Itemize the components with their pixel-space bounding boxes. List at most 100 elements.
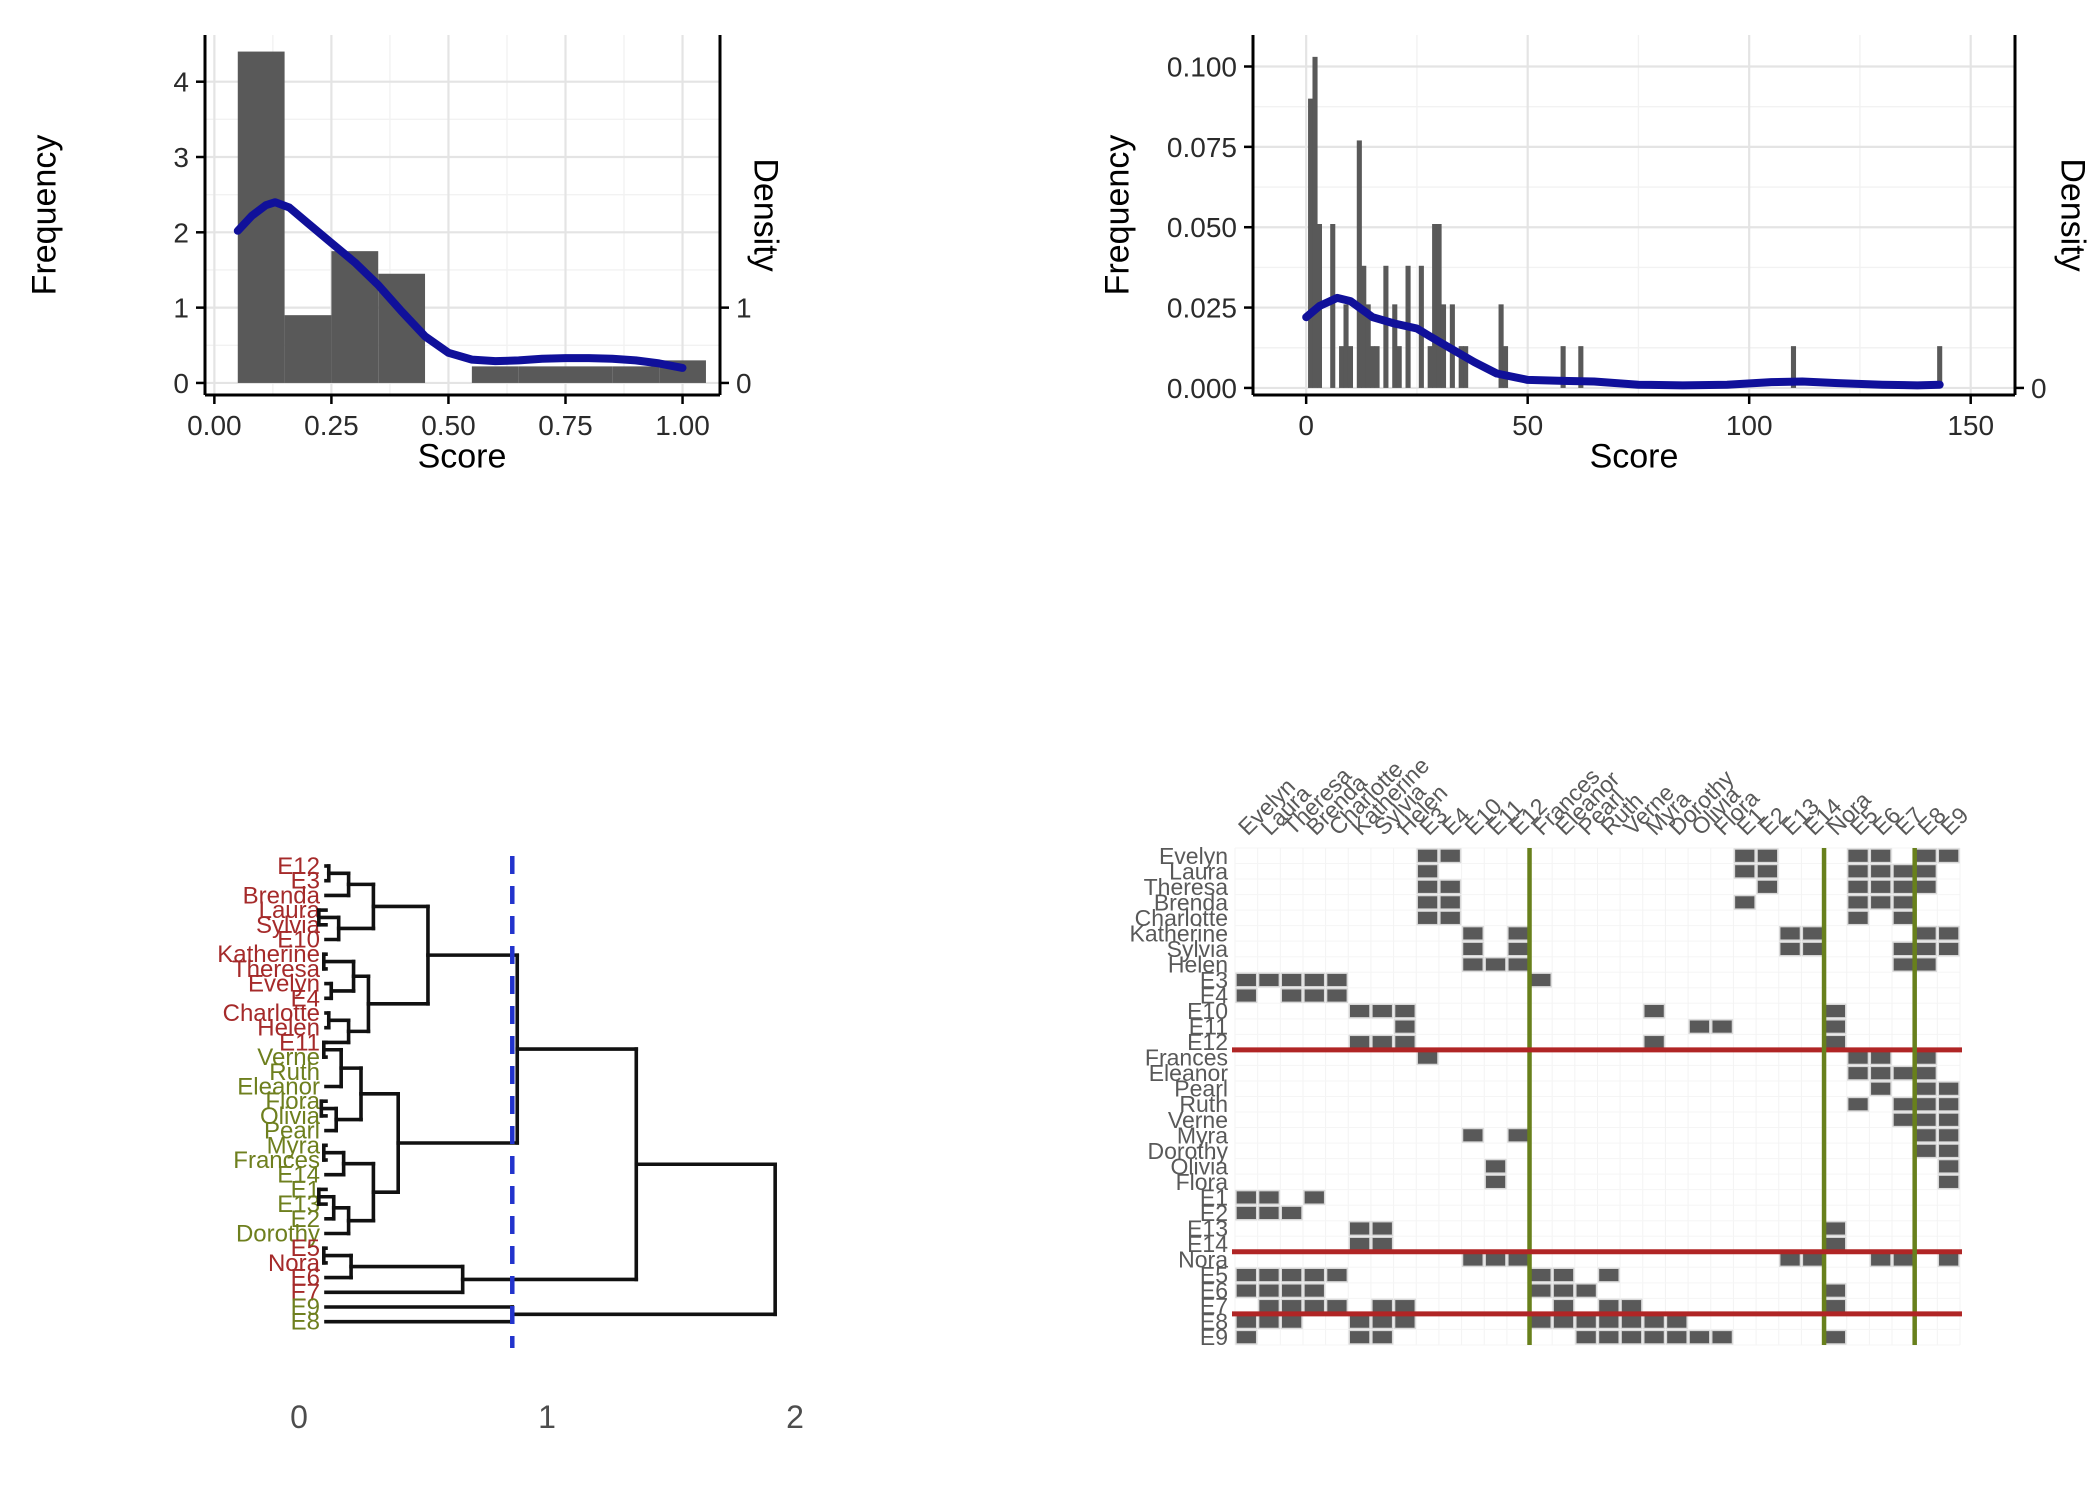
y-axis-title-density-right-plot: Density (2053, 158, 2092, 272)
svg-text:Helen: Helen (257, 1015, 320, 1042)
svg-text:Brenda: Brenda (243, 882, 321, 909)
svg-text:Theresa: Theresa (1144, 874, 1229, 900)
svg-text:Evelyn: Evelyn (1159, 843, 1228, 869)
svg-text:E9: E9 (291, 1294, 320, 1321)
y-axis-title-density-left-plot: Density (746, 158, 785, 272)
svg-text:Helen: Helen (1168, 951, 1228, 977)
svg-text:Charlotte: Charlotte (1135, 905, 1228, 931)
svg-text:E1: E1 (1200, 1184, 1228, 1210)
svg-text:0: 0 (173, 368, 189, 399)
svg-text:100: 100 (1726, 410, 1773, 441)
svg-text:0.25: 0.25 (304, 410, 359, 441)
svg-text:E4: E4 (1200, 983, 1228, 1009)
svg-text:Pearl: Pearl (1174, 1076, 1228, 1102)
svg-text:0.025: 0.025 (1167, 293, 1237, 324)
svg-text:E12: E12 (1187, 1029, 1228, 1055)
svg-text:E6: E6 (1200, 1278, 1228, 1304)
svg-text:Evelyn: Evelyn (248, 971, 320, 998)
svg-text:1: 1 (538, 1399, 556, 1435)
svg-text:Dorothy: Dorothy (1147, 1138, 1228, 1164)
svg-text:Olivia: Olivia (260, 1103, 321, 1130)
svg-text:0.75: 0.75 (538, 410, 593, 441)
svg-text:E10: E10 (1187, 998, 1228, 1024)
svg-text:Verne: Verne (1168, 1107, 1228, 1133)
svg-text:4: 4 (173, 67, 189, 98)
svg-text:E1: E1 (291, 1176, 320, 1203)
svg-text:1: 1 (736, 293, 752, 324)
svg-text:E13: E13 (1187, 1215, 1228, 1241)
svg-text:1: 1 (173, 293, 189, 324)
x-axis-title-score-right-plot: Score (1589, 437, 1679, 476)
svg-text:Flora: Flora (265, 1088, 320, 1115)
svg-text:0: 0 (2031, 373, 2047, 404)
svg-text:0.00: 0.00 (187, 410, 242, 441)
svg-text:0: 0 (290, 1399, 308, 1435)
svg-text:Sylvia: Sylvia (256, 912, 321, 939)
svg-text:Brenda: Brenda (1154, 889, 1228, 915)
svg-text:0.100: 0.100 (1167, 52, 1237, 83)
svg-text:Frances: Frances (1145, 1045, 1228, 1071)
svg-text:50: 50 (1512, 410, 1543, 441)
svg-text:Ruth: Ruth (269, 1059, 320, 1086)
svg-text:2: 2 (173, 217, 189, 248)
svg-text:Theresa: Theresa (232, 956, 321, 983)
svg-text:Eleanor: Eleanor (1149, 1060, 1229, 1086)
svg-text:Flora: Flora (1176, 1169, 1229, 1195)
svg-text:E11: E11 (279, 1029, 320, 1056)
svg-text:E11: E11 (1189, 1014, 1228, 1040)
svg-text:Dorothy: Dorothy (236, 1221, 320, 1248)
svg-text:E12: E12 (277, 853, 320, 880)
svg-text:Myra: Myra (267, 1132, 321, 1159)
svg-text:3: 3 (173, 142, 189, 173)
svg-text:Verne: Verne (257, 1044, 320, 1071)
svg-text:E14: E14 (1187, 1231, 1228, 1257)
svg-text:0: 0 (1298, 410, 1314, 441)
svg-text:E5: E5 (1200, 1262, 1228, 1288)
y-axis-title-frequency-right-plot: Frequency (1098, 134, 1137, 296)
svg-text:Laura: Laura (259, 897, 321, 924)
svg-text:Nora: Nora (1178, 1247, 1228, 1273)
histogram-density-plot-score-large: 0 50 100 150 0.000 0.025 0.050 0.075 0.100 0 (1167, 35, 2047, 441)
svg-text:Sylvia: Sylvia (1167, 936, 1229, 962)
svg-text:Pearl: Pearl (264, 1118, 320, 1145)
svg-text:E8: E8 (291, 1309, 320, 1336)
svg-text:2: 2 (786, 1399, 804, 1435)
svg-text:E2: E2 (291, 1206, 320, 1233)
svg-text:Laura: Laura (1169, 858, 1228, 884)
svg-text:E7: E7 (291, 1279, 320, 1306)
svg-text:E2: E2 (1200, 1200, 1228, 1226)
svg-text:Frances: Frances (233, 1147, 320, 1174)
svg-text:0.000: 0.000 (1167, 373, 1237, 404)
svg-text:Nora: Nora (268, 1250, 321, 1277)
x-axis-title-score-left-plot: Score (417, 437, 507, 476)
svg-text:E3: E3 (1200, 967, 1228, 993)
svg-text:E3: E3 (291, 868, 320, 895)
svg-text:Myra: Myra (1177, 1122, 1228, 1148)
svg-text:E7: E7 (1200, 1293, 1228, 1319)
svg-text:0.075: 0.075 (1167, 132, 1237, 163)
y-axis-title-frequency-left-plot: Frequency (25, 134, 64, 296)
svg-text:Katherine: Katherine (1130, 920, 1228, 946)
svg-text:E5: E5 (291, 1235, 320, 1262)
svg-text:E9: E9 (1200, 1324, 1228, 1350)
svg-text:E6: E6 (291, 1265, 320, 1292)
svg-text:0: 0 (736, 368, 752, 399)
svg-text:0.50: 0.50 (421, 410, 476, 441)
svg-text:Charlotte: Charlotte (223, 1000, 320, 1027)
svg-text:Olivia: Olivia (1170, 1153, 1228, 1179)
svg-text:E4: E4 (291, 985, 320, 1012)
svg-text:E8: E8 (1200, 1309, 1228, 1335)
svg-text:E14: E14 (277, 1162, 320, 1189)
svg-text:0.050: 0.050 (1167, 212, 1237, 243)
svg-text:1.00: 1.00 (655, 410, 710, 441)
svg-text:Ruth: Ruth (1179, 1091, 1228, 1117)
svg-text:E13: E13 (277, 1191, 320, 1218)
histogram-density-plot-score-small: 0.00 0.25 0.50 0.75 1.00 0 1 2 3 4 0 1 (173, 35, 752, 441)
svg-text:Katherine: Katherine (217, 941, 320, 968)
svg-text:Eleanor: Eleanor (237, 1074, 320, 1101)
svg-text:E9: E9 (1935, 802, 1973, 840)
blockmodel-matrix-plot: EvelynLauraTheresaBrendaCharlotteKatheri… (1130, 760, 1974, 1350)
svg-text:150: 150 (1947, 410, 1994, 441)
